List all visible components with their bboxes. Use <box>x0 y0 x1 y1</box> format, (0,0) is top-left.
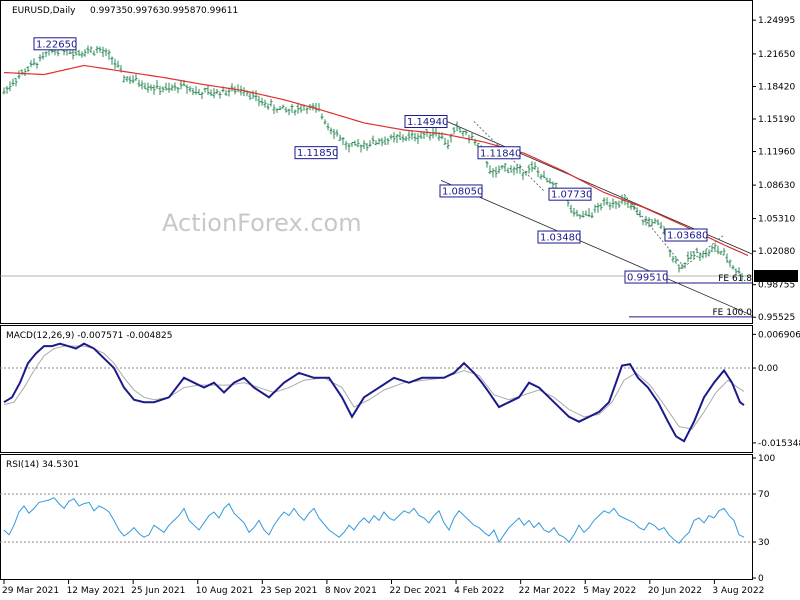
level-box <box>477 146 521 160</box>
rsi-tick-label: 30 <box>758 538 770 548</box>
x-tick-label: 23 Sep 2021 <box>260 586 317 596</box>
price-tick-label: 0.95525 <box>758 313 795 323</box>
close-value: 0.99611 <box>201 6 238 16</box>
current-price-label: 0.99611 <box>757 272 794 282</box>
level-box <box>404 115 448 129</box>
price-tick-label: 1.11960 <box>758 148 795 158</box>
rsi-title: RSI(14) 34.5301 <box>6 460 79 470</box>
price-tick-label: 0.98755 <box>758 281 795 291</box>
level-label: 1.08050 <box>442 186 483 197</box>
current-price-box <box>754 270 798 283</box>
x-tick-label: 22 Mar 2022 <box>519 586 576 596</box>
x-tick-label: 12 May 2021 <box>67 586 126 596</box>
price-tick-label: 1.02080 <box>758 247 795 257</box>
fe-label: FE 100.0 <box>713 308 753 318</box>
level-box <box>439 184 483 198</box>
macd-series-layer: 0.006906 0.00 -0.015348 <box>0 330 800 449</box>
macd-panel-frame <box>0 325 753 453</box>
moving-average-line <box>3 64 749 257</box>
level-label: 1.11840 <box>480 148 521 159</box>
rsi-panel-frame <box>0 454 753 580</box>
x-tick-label: 20 Jun 2022 <box>648 586 702 596</box>
level-box <box>664 228 708 242</box>
watermark-text: ActionForex.com <box>162 209 362 237</box>
low-value: 0.99587 <box>164 6 201 16</box>
level-label: 0.99510 <box>627 273 668 284</box>
price-tick-label: 1.05310 <box>758 215 795 225</box>
level-label: 1.03480 <box>540 233 581 244</box>
level-box <box>294 146 338 160</box>
macd-signal-line <box>3 345 745 430</box>
x-tick-label: 29 Mar 2021 <box>2 586 59 596</box>
x-tick-label: 25 Jun 2021 <box>131 586 185 596</box>
x-tick-label: 5 May 2022 <box>583 586 636 596</box>
price-tick-label: 1.08630 <box>758 181 795 191</box>
level-label: 1.07730 <box>551 190 592 201</box>
rsi-series-layer: 100 70 30 0 <box>0 454 775 584</box>
x-tick-label: 8 Nov 2021 <box>325 586 377 596</box>
level-label: 1.22650 <box>36 39 77 50</box>
level-label: 1.14940 <box>407 117 448 128</box>
macd-title: MACD(12,26,9) -0.007571 -0.004825 <box>6 331 172 341</box>
open-value: 0.99735 <box>90 6 127 16</box>
fe-label: FE 61.8 <box>718 274 752 284</box>
level-box <box>33 37 77 51</box>
level-box <box>624 270 668 284</box>
price-axis: 1.24995 1.21650 1.18420 1.15190 1.11960 1.086… <box>752 16 795 323</box>
level-box <box>537 230 581 244</box>
macd-tick-label: 0.00 <box>758 364 778 374</box>
projection-line <box>683 234 725 268</box>
level-box <box>548 187 592 201</box>
symbol-label: EURUSD,Daily <box>12 6 76 16</box>
x-tick-label: 10 Aug 2021 <box>196 586 254 596</box>
x-tick-label: 4 Feb 2022 <box>454 586 504 596</box>
x-tick-label: 22 Dec 2021 <box>389 586 447 596</box>
price-tick-label: 1.15190 <box>758 115 795 125</box>
price-series-layer: 0.99611 FE 61.8 FE 100.0 1.22650 1.11850 1.14… <box>0 37 798 318</box>
price-header: EURUSD,Daily 0.99735 0.99763 0.99587 0.9… <box>12 6 238 16</box>
high-value: 0.99763 <box>127 6 164 16</box>
level-label: 1.03680 <box>667 231 708 242</box>
rsi-tick-label: 100 <box>758 454 775 464</box>
rsi-tick-label: 70 <box>758 490 770 500</box>
macd-main-line <box>3 342 745 443</box>
macd-tick-label: 0.006906 <box>758 330 800 340</box>
level-label: 1.11850 <box>297 148 338 159</box>
macd-tick-label: -0.015348 <box>758 439 800 449</box>
rsi-tick-label: 0 <box>758 574 764 584</box>
channel-line <box>440 180 753 316</box>
rsi-line <box>3 496 745 544</box>
price-tick-label: 1.18420 <box>758 82 795 92</box>
price-tick-label: 1.24995 <box>758 16 795 26</box>
x-axis: 29 Mar 2021 12 May 2021 25 Jun 2021 10 Aug … <box>2 580 764 596</box>
price-tick-label: 1.21650 <box>758 50 795 60</box>
price-panel-frame <box>0 0 753 324</box>
x-tick-label: 3 Aug 2022 <box>712 586 764 596</box>
